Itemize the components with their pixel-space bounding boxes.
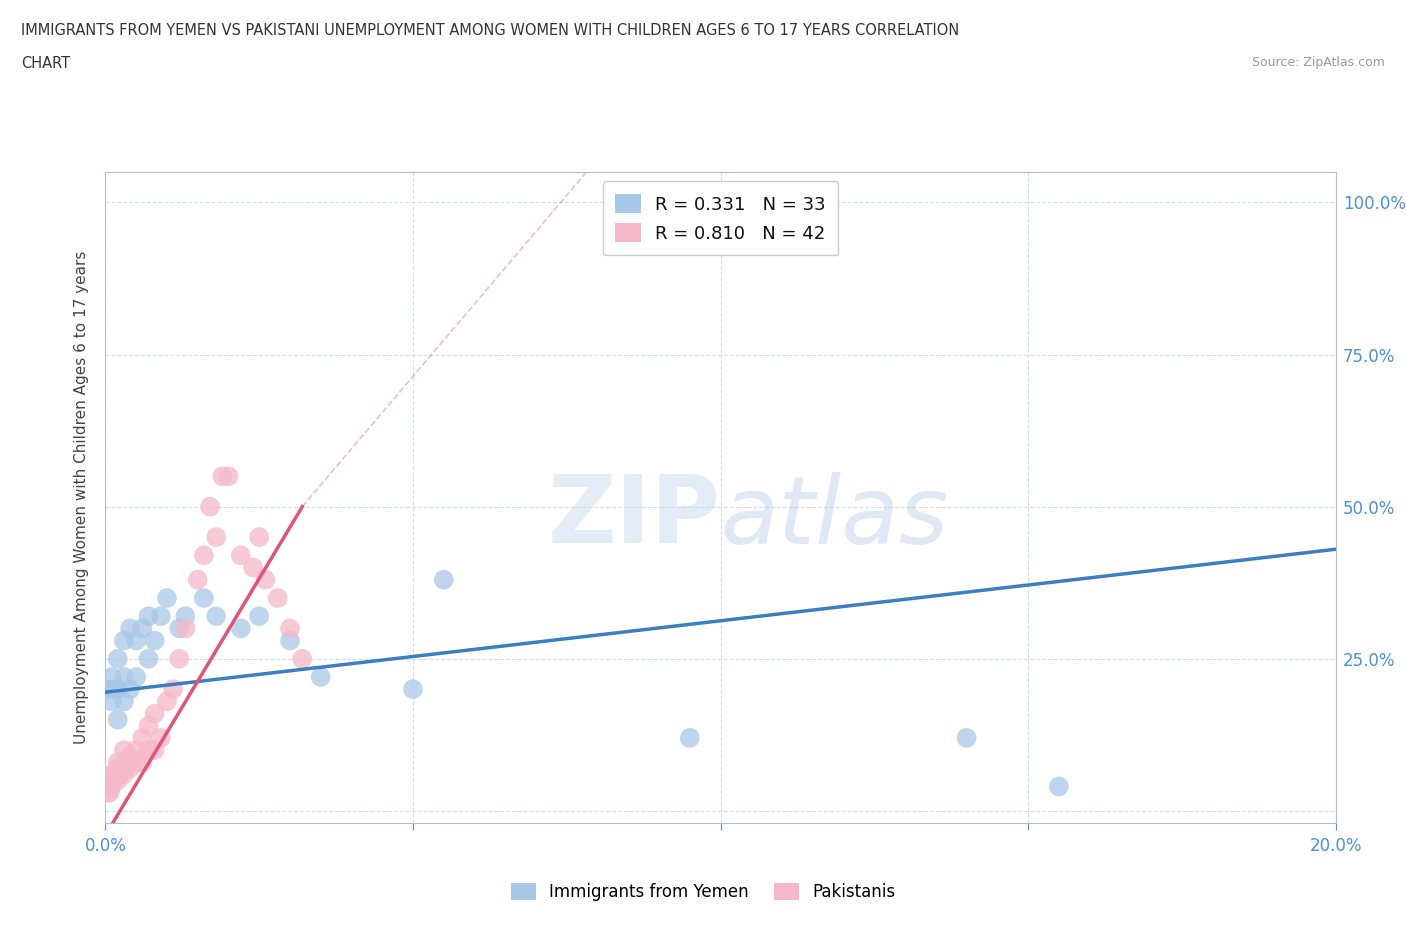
Point — [205, 609, 228, 624]
Point — [107, 682, 129, 697]
Point — [100, 767, 122, 782]
Point — [107, 651, 129, 666]
Point — [100, 670, 122, 684]
Point — [107, 773, 129, 788]
Text: ZIP: ZIP — [548, 472, 721, 563]
Point — [187, 572, 209, 587]
Point — [125, 742, 148, 757]
Point — [278, 621, 301, 636]
Point — [247, 530, 270, 545]
Point — [110, 767, 132, 782]
Point — [125, 755, 148, 770]
Point — [242, 560, 264, 575]
Point — [120, 749, 141, 764]
Point — [120, 761, 141, 776]
Point — [174, 621, 197, 636]
Point — [96, 785, 118, 800]
Point — [218, 469, 240, 484]
Point — [112, 742, 135, 757]
Point — [162, 682, 184, 697]
Point — [112, 694, 135, 709]
Y-axis label: Unemployment Among Women with Children Ages 6 to 17 years: Unemployment Among Women with Children A… — [75, 251, 90, 744]
Text: CHART: CHART — [21, 56, 70, 71]
Point — [138, 742, 160, 757]
Text: Source: ZipAtlas.com: Source: ZipAtlas.com — [1251, 56, 1385, 69]
Point — [956, 730, 979, 745]
Point — [138, 718, 160, 733]
Point — [143, 706, 166, 721]
Point — [402, 682, 425, 697]
Point — [309, 670, 332, 684]
Point — [291, 651, 314, 666]
Point — [120, 621, 141, 636]
Point — [229, 548, 252, 563]
Point — [143, 633, 166, 648]
Point — [112, 633, 135, 648]
Point — [149, 609, 172, 624]
Point — [193, 548, 215, 563]
Text: IMMIGRANTS FROM YEMEN VS PAKISTANI UNEMPLOYMENT AMONG WOMEN WITH CHILDREN AGES 6: IMMIGRANTS FROM YEMEN VS PAKISTANI UNEMP… — [21, 23, 959, 38]
Point — [254, 572, 277, 587]
Point — [174, 609, 197, 624]
Point — [112, 755, 135, 770]
Point — [205, 530, 228, 545]
Point — [229, 621, 252, 636]
Point — [198, 499, 221, 514]
Point — [131, 755, 153, 770]
Point — [103, 773, 125, 788]
Point — [100, 779, 122, 794]
Point — [107, 712, 129, 727]
Point — [143, 742, 166, 757]
Legend: R = 0.331   N = 33, R = 0.810   N = 42: R = 0.331 N = 33, R = 0.810 N = 42 — [603, 181, 838, 255]
Point — [433, 572, 456, 587]
Point — [138, 609, 160, 624]
Point — [131, 730, 153, 745]
Text: atlas: atlas — [721, 472, 949, 563]
Point — [211, 469, 233, 484]
Point — [1047, 779, 1070, 794]
Point — [131, 621, 153, 636]
Point — [107, 761, 129, 776]
Point — [138, 651, 160, 666]
Point — [679, 730, 702, 745]
Point — [156, 591, 179, 605]
Point — [120, 682, 141, 697]
Point — [97, 682, 120, 697]
Point — [247, 609, 270, 624]
Point — [104, 767, 127, 782]
Point — [156, 694, 179, 709]
Point — [100, 694, 122, 709]
Point — [193, 591, 215, 605]
Point — [267, 591, 290, 605]
Point — [107, 755, 129, 770]
Point — [125, 633, 148, 648]
Legend: Immigrants from Yemen, Pakistanis: Immigrants from Yemen, Pakistanis — [505, 876, 901, 908]
Point — [104, 682, 127, 697]
Point — [125, 670, 148, 684]
Point — [98, 785, 121, 800]
Point — [149, 730, 172, 745]
Point — [169, 621, 191, 636]
Point — [112, 670, 135, 684]
Point — [169, 651, 191, 666]
Point — [97, 779, 120, 794]
Point — [112, 767, 135, 782]
Point — [278, 633, 301, 648]
